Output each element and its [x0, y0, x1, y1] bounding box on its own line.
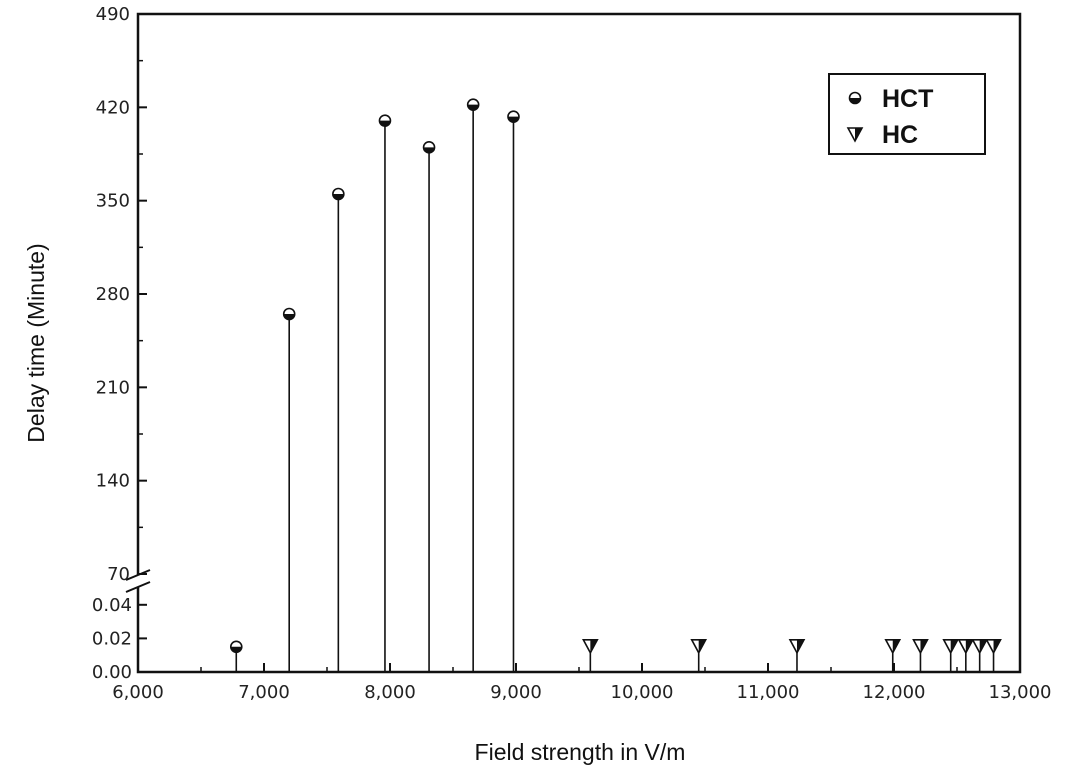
marker-fill — [423, 147, 435, 153]
marker-fill — [993, 639, 1001, 653]
marker-fill — [965, 639, 973, 653]
marker-fill — [849, 98, 861, 104]
y-tick-label: 420 — [96, 97, 130, 118]
y-tick-label: 210 — [96, 377, 130, 398]
hc-point — [957, 639, 975, 655]
legend-marker-hc — [846, 127, 864, 143]
hct-point — [378, 114, 392, 127]
y-tick-label: 490 — [96, 4, 130, 25]
x-tick-label: 6,000 — [112, 682, 164, 703]
legend-label: HCT — [882, 85, 933, 113]
x-tick-label: 8,000 — [364, 682, 416, 703]
marker-fill — [467, 104, 479, 111]
x-tick-label: 11,000 — [737, 682, 800, 703]
marker-fill — [920, 639, 928, 653]
marker-fill — [698, 639, 706, 653]
y-tick-label: 280 — [96, 284, 130, 305]
marker-fill — [855, 128, 862, 141]
hc-point — [971, 639, 989, 655]
hct-point — [229, 640, 243, 654]
hct-point — [507, 110, 520, 123]
y-tick-label: 140 — [96, 471, 130, 492]
y-tick-label: 350 — [96, 191, 130, 212]
y-tick-label: 70 — [107, 564, 130, 585]
y-tick-label: 0.00 — [92, 662, 132, 683]
x-axis-title: Field strength in V/m — [475, 739, 686, 765]
axis-break-slash — [125, 581, 151, 593]
hc-point — [884, 639, 902, 655]
hc-point — [582, 639, 599, 655]
x-tick-label: 10,000 — [611, 682, 674, 703]
hct-point — [466, 98, 480, 111]
marker-fill — [590, 639, 598, 653]
legend: HCT HC — [828, 73, 986, 155]
x-tick-label: 13,000 — [989, 682, 1052, 703]
axis-break-gap — [134, 575, 142, 587]
marker-fill — [283, 314, 295, 320]
hc-point — [912, 639, 929, 655]
x-tick-label: 9,000 — [490, 682, 542, 703]
marker-fill — [507, 116, 519, 123]
marker-fill — [796, 639, 804, 653]
y-tick-label: 0.04 — [92, 595, 132, 616]
x-tick-label: 12,000 — [863, 682, 926, 703]
hc-point — [985, 639, 1002, 655]
hct-point — [332, 187, 345, 201]
hct-point — [282, 307, 296, 321]
marker-fill — [892, 639, 900, 653]
marker-fill — [950, 639, 958, 653]
y-axis-title: Delay time (Minute) — [23, 243, 49, 442]
x-tick-label: 7,000 — [238, 682, 290, 703]
hc-point — [690, 639, 708, 655]
marker-fill — [332, 194, 344, 200]
hc-point — [788, 639, 806, 655]
hc-point — [942, 639, 960, 655]
data-marks — [229, 98, 1002, 672]
hct-point — [422, 141, 436, 154]
legend-marker-hct — [848, 91, 862, 105]
marker-fill — [379, 120, 391, 127]
axis-ticks: 6,000 7,000 8,000 9,000 10,000 11,000 12,000 13… — [92, 4, 1052, 703]
y-tick-label: 0.02 — [92, 628, 132, 649]
legend-label: HC — [882, 121, 918, 149]
marker-fill — [979, 639, 987, 653]
marker-fill — [230, 646, 242, 653]
